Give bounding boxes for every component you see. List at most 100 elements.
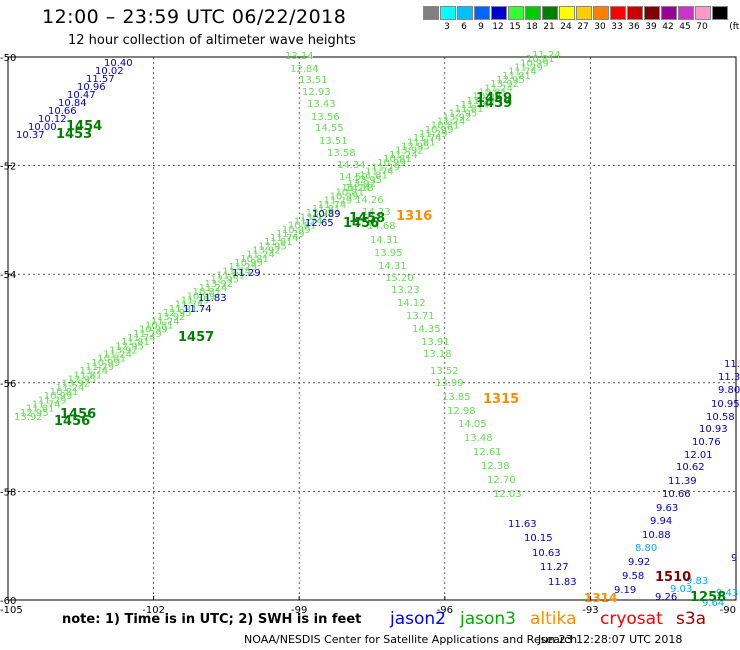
jason2-nw-value: 11.57 — [86, 74, 115, 85]
time-label-1453: 1453 — [56, 127, 92, 142]
time-label-1316: 1316 — [396, 209, 432, 224]
jason3-asc-value: 11.74 — [461, 100, 490, 111]
jason2-se-value: 9.63 — [656, 503, 678, 514]
jason3-asc-value: 12.95 — [163, 308, 192, 319]
jason2-se-value: 9.80 — [718, 385, 740, 396]
jason3-desc-value: 14.68 — [367, 221, 396, 232]
jason2-nw-value: 10.47 — [67, 90, 96, 101]
jason2-se-value: 10.93 — [699, 424, 728, 435]
time-label-1459: 1459 — [476, 91, 512, 106]
jason3-asc-value: 11.29 — [228, 262, 257, 273]
longitude-label: -93 — [582, 605, 598, 616]
jason3-desc-value: 14.05 — [458, 419, 487, 430]
longitude-label: -99 — [291, 605, 307, 616]
jason2-se-value: 9.03 — [670, 584, 692, 595]
jason3-asc-value: 11.24 — [199, 283, 228, 294]
jason3-desc-value: 13.51 — [299, 75, 328, 86]
jason2-se-value: 9.19 — [614, 585, 636, 596]
jason2-se-value: 9.92 — [628, 557, 650, 568]
legend-jason3: jason3 — [460, 609, 516, 629]
credit-line: NOAA/NESDIS Center for Satellite Applica… — [244, 633, 578, 646]
jason2-se-value: 9.94 — [650, 516, 672, 527]
jason3-desc-value: 14.50 — [339, 172, 368, 183]
scale-label: 70 — [696, 22, 708, 32]
jason3-asc-value: 13.92 — [395, 146, 424, 157]
scale-swatch — [542, 6, 558, 20]
jason3-asc-value: 11.81 — [455, 104, 484, 115]
jason3-asc-value: 11.81 — [216, 271, 245, 282]
jason3-asc-value: 12.95 — [115, 341, 144, 352]
jason3-asc-value: 13.92 — [300, 212, 329, 223]
jason3-desc-value: 14.31 — [378, 261, 407, 272]
jason3-asc-value: 12.95 — [258, 241, 287, 252]
jason3-asc-value: 11.24 — [341, 183, 370, 194]
jason3-asc-value: 11.29 — [514, 62, 543, 73]
jason3-asc-value: 10.81 — [240, 254, 269, 265]
jason3-desc-value: 12.38 — [481, 461, 510, 472]
jason3-asc-value: 11.29 — [419, 129, 448, 140]
jason2-se-value: 12.01 — [684, 450, 713, 461]
jason3-asc-value: 10.81 — [97, 354, 126, 365]
scale-swatch — [627, 6, 643, 20]
scale-label: 3 — [444, 22, 450, 32]
scale-swatch — [525, 6, 541, 20]
jason3-desc-value: 12.70 — [487, 475, 516, 486]
jason2-se-value: 10.76 — [692, 437, 721, 448]
scale-label: 27 — [577, 22, 589, 32]
jason3-desc-value: 15.20 — [385, 273, 414, 284]
jason3-asc-value: 11.74 — [175, 300, 204, 311]
jason3-asc-value: 11.24 — [389, 150, 418, 161]
jason3-asc-value: 11.81 — [121, 337, 150, 348]
scale-swatch — [695, 6, 711, 20]
jason3-asc-value: 11.29 — [85, 362, 114, 373]
time-label-1454: 1454 — [66, 119, 102, 134]
scale-swatch — [576, 6, 592, 20]
legend-note: note: 1) Time is in UTC; 2) SWH is in fe… — [62, 612, 362, 627]
jason2-se-value: 9.64 — [702, 598, 724, 609]
jason3-asc-value: 12.95 — [401, 142, 430, 153]
scale-label: 6 — [461, 22, 467, 32]
jason3-asc-value: 11.74 — [32, 400, 61, 411]
jason3-desc-value: 14.23 — [362, 207, 391, 218]
jason2-desc-value: 11.63 — [508, 519, 537, 530]
jason3-asc-value: 11.74 — [318, 200, 347, 211]
jason2-nw-value: 10.96 — [77, 82, 106, 93]
jason2-desc-value: 11.27 — [540, 562, 569, 573]
map-subtitle: 12 hour collection of altimeter wave hei… — [68, 33, 356, 48]
scale-label: 42 — [662, 22, 674, 32]
jason3-desc-value: 13.43 — [307, 99, 336, 110]
jason3-asc-value: 10.99 — [472, 92, 501, 103]
jason3-asc-value: 11.74 — [270, 233, 299, 244]
jason2-asc-value: 11.74 — [183, 304, 212, 315]
time-label-1314: 1314 — [584, 591, 617, 605]
jason3-desc-value: 13.91 — [421, 337, 450, 348]
scale-swatch — [661, 6, 677, 20]
jason3-asc-value: 11.81 — [359, 171, 388, 182]
time-label-1510: 1510 — [655, 570, 691, 585]
jason3-desc-value: 13.51 — [319, 136, 348, 147]
jason3-asc-value: 10.81 — [383, 154, 412, 165]
jason2-nw-value: 10.66 — [48, 106, 77, 117]
jason2-se-value: 9.58 — [622, 571, 644, 582]
jason3-asc-value: 10.99 — [234, 258, 263, 269]
time-label-1458: 1458 — [349, 211, 385, 226]
jason2-se-value: 9.83 — [686, 576, 708, 587]
legend-cryosat: cryosat — [600, 609, 663, 629]
jason3-asc-value: 13.92 — [443, 112, 472, 123]
jason3-desc-value: 13.71 — [406, 311, 435, 322]
jason3-asc-value: 10.81 — [431, 121, 460, 132]
scale-label: 33 — [611, 22, 623, 32]
jason2-se-value: 10.66 — [662, 489, 691, 500]
jason3-desc-value: 13.14 — [285, 51, 314, 62]
longitude-label: -102 — [142, 605, 165, 616]
jason3-desc-value: 13.52 — [430, 366, 459, 377]
scale-swatch — [712, 6, 728, 20]
jason3-asc-value: 12.95 — [353, 175, 382, 186]
jason2-desc-value: 10.63 — [532, 548, 561, 559]
time-label-1456a: 1456 — [343, 216, 379, 231]
jason3-asc-value: 13.92 — [347, 179, 376, 190]
jason3-desc-value: 14.31 — [370, 235, 399, 246]
jason3-asc-value: 11.24 — [532, 50, 561, 61]
jason3-desc-value: 13.56 — [311, 112, 340, 123]
